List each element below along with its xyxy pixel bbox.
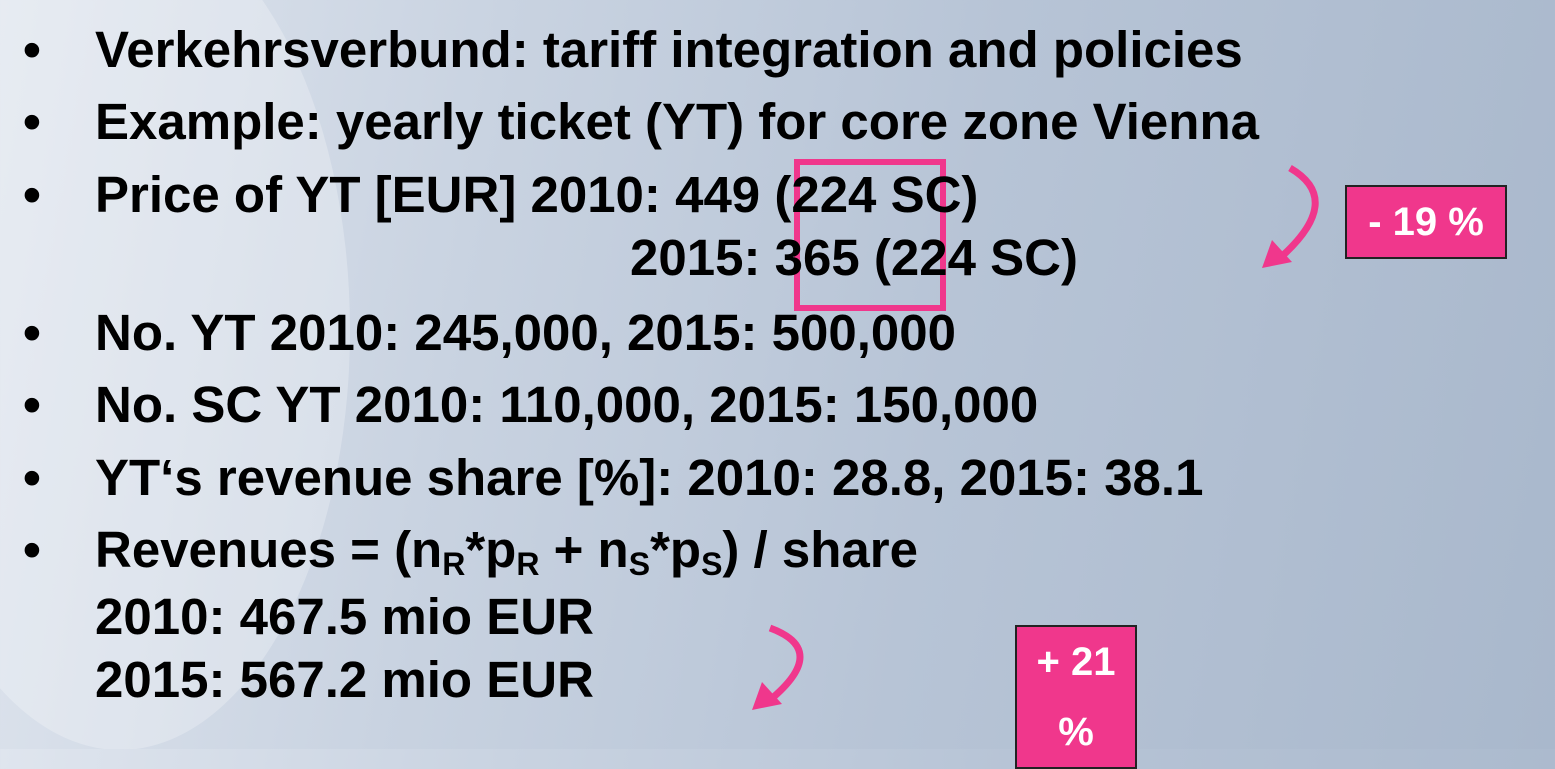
text-line: 2015: 365 (224 SC): [630, 228, 1078, 288]
change-tag: - 19 %: [1345, 185, 1507, 259]
text-segment: No. SC YT 2010: 110,000, 2015: 150,000: [95, 376, 1039, 433]
text-segment: No. YT 2010: 245,000, 2015: 500,000: [95, 304, 956, 361]
text-segment: Verkehrsverbund: tariff integration and …: [95, 21, 1243, 78]
subscript: S: [701, 546, 723, 582]
text-segment: 449: [675, 166, 761, 223]
text-segment: 2015: 567.2 mio EUR: [95, 651, 594, 708]
change-tag: + 21 %: [1015, 625, 1137, 769]
text-line: Verkehrsverbund: tariff integration and …: [23, 20, 1243, 80]
arrow: [1277, 164, 1319, 261]
text-line: No. SC YT 2010: 110,000, 2015: 150,000: [23, 375, 1039, 435]
subscript: R: [442, 546, 466, 582]
text-line: 2015: 567.2 mio EUR: [95, 650, 594, 710]
text-segment: 365: [774, 229, 860, 286]
text-segment: *p: [650, 521, 702, 578]
subscript: S: [628, 546, 651, 582]
text-segment: Price of YT [EUR] 2010:: [95, 166, 676, 223]
text-line: Revenues = (nR*pR + nS*pS) / share: [23, 520, 918, 582]
text-segment: 2015:: [630, 229, 775, 286]
text-segment: (224 SC): [859, 229, 1078, 286]
arrow: [767, 624, 804, 703]
text-segment: Example: yearly ticket (YT) for core zon…: [95, 93, 1259, 150]
text-line: Price of YT [EUR] 2010: 449 (224 SC): [23, 165, 979, 225]
subscript: R: [516, 546, 540, 582]
text-segment: *p: [465, 521, 517, 578]
text-line: YT‘s revenue share [%]: 2010: 28.8, 2015…: [23, 448, 1204, 508]
text-segment: ) / share: [722, 521, 918, 578]
text-segment: YT‘s revenue share [%]: 2010: 28.8, 2015…: [95, 449, 1204, 506]
text-segment: Revenues = (n: [95, 521, 443, 578]
text-line: 2010: 467.5 mio EUR: [95, 587, 594, 647]
text-segment: (224 SC): [760, 166, 979, 223]
text-segment: 2010: 467.5 mio EUR: [95, 588, 594, 645]
arrow-head: [1262, 240, 1292, 268]
text-line: No. YT 2010: 245,000, 2015: 500,000: [23, 303, 956, 363]
slide: {"lines": [ ["Verkehrsverbund: tariff in…: [0, 0, 1555, 749]
text-segment: + n: [539, 521, 629, 578]
text-line: Example: yearly ticket (YT) for core zon…: [23, 92, 1259, 152]
arrow-head: [752, 682, 782, 710]
